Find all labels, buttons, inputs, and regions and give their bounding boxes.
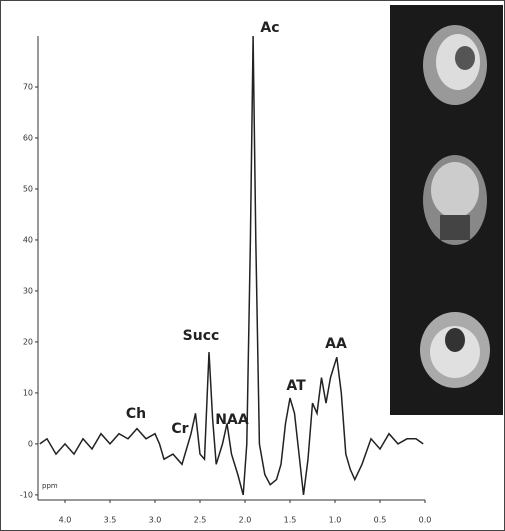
x-tick-label: 1.0 — [329, 516, 342, 525]
x-axis-label: ppm — [42, 482, 58, 490]
brain-images — [390, 5, 503, 415]
x-tick-label: 4.0 — [59, 516, 72, 525]
chart: ppm -10 0 10 20 30 40 50 60 70 4.0 3.5 3.0 2.5 2.0 1.5… — [0, 0, 505, 531]
peak-label: Ac — [260, 20, 279, 36]
y-tick-label: 10 — [23, 388, 33, 397]
x-tick-label: 3.5 — [104, 516, 117, 525]
y-tick-label: 40 — [23, 235, 33, 244]
peak-label: AA — [325, 336, 347, 352]
x-tick-label: 0.5 — [374, 516, 387, 525]
peak-label: Succ — [183, 328, 220, 344]
y-tick-label: 70 — [23, 82, 33, 91]
peak-label: Cr — [171, 421, 188, 437]
peak-label: Ch — [126, 406, 146, 422]
y-tick-label: 50 — [23, 184, 33, 193]
peak-label: NAA — [215, 412, 249, 428]
x-tick-label: 2.5 — [194, 516, 207, 525]
y-tick-label: 30 — [23, 286, 33, 295]
x-tick-label: 0.0 — [419, 516, 432, 525]
y-tick-label: 20 — [23, 337, 33, 346]
x-tick-label: 3.0 — [149, 516, 162, 525]
y-tick-label: -10 — [20, 490, 33, 499]
y-tick-label: 0 — [28, 439, 33, 448]
y-tick-label: 60 — [23, 133, 33, 142]
x-tick-label: 2.0 — [239, 516, 252, 525]
x-tick-label: 1.5 — [284, 516, 297, 525]
peak-label: AT — [286, 378, 306, 394]
